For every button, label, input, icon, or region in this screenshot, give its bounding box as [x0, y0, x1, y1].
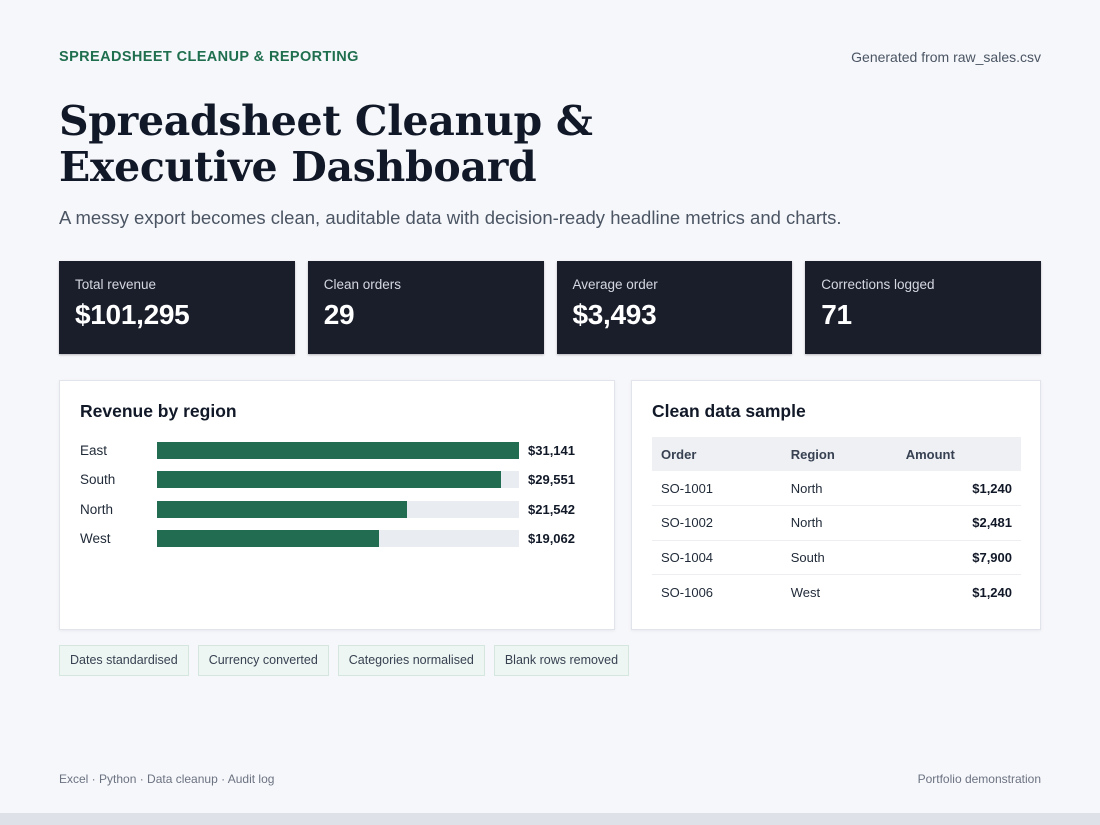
cell-amount: $1,240 [972, 584, 1012, 600]
bar-category-label: North [80, 501, 114, 517]
bar-north [157, 500, 408, 518]
sample-table-title: Clean data sample [652, 401, 806, 421]
footer: Excel · Python · Data cleanup · Audit lo… [59, 772, 1041, 786]
bar-value-label: $19,062 [528, 531, 575, 547]
sample-table: Order Region Amount SO-1001 North $1,240… [652, 437, 1021, 609]
title-line-2: Executive Dashboard [59, 143, 537, 191]
kpi-label: Total revenue [75, 277, 157, 292]
revenue-by-region-card: Revenue by region East $31,141 South $29… [59, 380, 615, 630]
kpi-label: Clean orders [323, 277, 402, 292]
bar-category-label: West [80, 531, 111, 547]
cell-order: SO-1001 [652, 471, 782, 506]
kpi-clean-orders: Clean orders 29 [307, 261, 544, 354]
source-note: Generated from raw_sales.csv [851, 49, 1041, 65]
kpi-value: $3,493 [572, 299, 657, 330]
cell-order: SO-1004 [652, 540, 782, 575]
bar-row-south: South $29,551 [80, 465, 594, 494]
kpi-value: $101,295 [75, 299, 190, 330]
tag-currency-converted: Currency converted [197, 645, 329, 676]
top-bar: SPREADSHEET CLEANUP & REPORTING Generate… [59, 49, 1041, 65]
bottom-strip [0, 813, 1100, 825]
bar-south [157, 471, 501, 489]
bar-row-west: West $19,062 [80, 524, 594, 553]
bar-row-north: North $21,542 [80, 495, 594, 524]
column-header-order: Order [652, 437, 782, 471]
kpi-average-order: Average order $3,493 [556, 261, 793, 354]
page-title: Spreadsheet Cleanup & Executive Dashboar… [59, 98, 759, 190]
bar-east [157, 442, 519, 460]
bar-value-label: $29,551 [528, 472, 575, 488]
bar-category-label: South [80, 472, 116, 488]
dashboard-page: SPREADSHEET CLEANUP & REPORTING Generate… [59, 0, 1041, 813]
column-header-amount: Amount [896, 437, 1021, 471]
column-header-region: Region [781, 437, 897, 471]
clean-data-sample-card: Clean data sample Order Region Amount SO… [631, 380, 1041, 630]
bar-track [157, 442, 519, 460]
page-subtitle: A messy export becomes clean, auditable … [59, 207, 842, 228]
cell-amount: $2,481 [896, 505, 1021, 541]
kpi-label: Average order [572, 277, 658, 292]
eyebrow-label: SPREADSHEET CLEANUP & REPORTING [59, 49, 359, 65]
bar-category-label: East [80, 443, 108, 459]
kpi-value: 71 [821, 299, 852, 330]
cell-amount: $7,900 [896, 540, 1021, 575]
cell-region: North [781, 471, 897, 506]
cell-order: SO-1002 [652, 505, 782, 541]
revenue-bar-chart: East $31,141 South $29,551 North $21,542… [80, 436, 594, 553]
tag-dates-standardised: Dates standardised [59, 645, 189, 676]
table-row: SO-1004 South $7,900 [652, 540, 1021, 575]
bar-row-east: East $31,141 [80, 436, 594, 465]
footer-note: Portfolio demonstration [917, 772, 1041, 786]
footer-tech-stack: Excel · Python · Data cleanup · Audit lo… [59, 772, 275, 786]
bar-west [157, 530, 379, 548]
cell-region: North [781, 505, 897, 541]
tag-categories-normalised: Categories normalised [337, 645, 485, 676]
bar-value-label: $31,141 [528, 443, 575, 459]
table-row: SO-1006 West $1,240 [652, 575, 1021, 610]
cleanup-tags: Dates standardised Currency converted Ca… [59, 645, 630, 676]
kpi-row: Total revenue $101,295 Clean orders 29 A… [59, 261, 1041, 354]
cell-region: South [781, 540, 897, 575]
table-row: SO-1001 North $1,240 [652, 471, 1021, 506]
kpi-label: Corrections logged [821, 277, 935, 292]
cell-amount: $1,240 [896, 471, 1021, 506]
revenue-chart-title: Revenue by region [80, 401, 237, 421]
bar-track [157, 471, 519, 489]
cell-region: West [790, 584, 821, 600]
kpi-corrections-logged: Corrections logged 71 [805, 261, 1041, 354]
bar-track [157, 500, 519, 518]
table-header-row: Order Region Amount [652, 437, 1021, 471]
bar-track [157, 530, 519, 548]
cell-order: SO-1006 [661, 584, 714, 600]
kpi-value: 29 [323, 299, 355, 330]
tag-blank-rows-removed: Blank rows removed [493, 645, 630, 676]
kpi-total-revenue: Total revenue $101,295 [59, 261, 295, 354]
bar-value-label: $21,542 [528, 501, 575, 517]
table-row: SO-1002 North $2,481 [652, 505, 1021, 541]
title-line-1: Spreadsheet Cleanup & [59, 97, 593, 145]
